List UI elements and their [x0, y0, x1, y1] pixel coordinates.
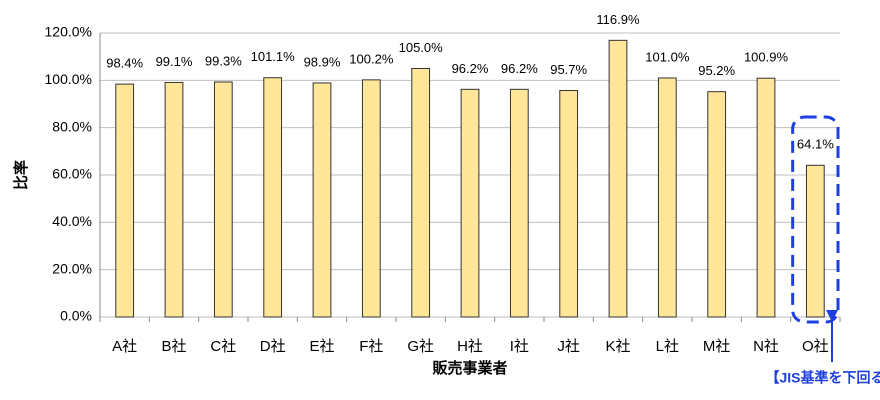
x-tick-label: J社 [557, 338, 580, 355]
value-label: 116.9% [596, 12, 640, 27]
y-tick-label: 40.0% [52, 213, 92, 229]
bar [164, 81, 184, 318]
bar [756, 77, 776, 318]
x-tick-label: M社 [703, 338, 731, 355]
value-label: 101.0% [645, 49, 690, 64]
x-tick-label: B社 [161, 338, 186, 355]
y-tick-label: 60.0% [52, 166, 92, 182]
bar [312, 82, 332, 318]
value-label: 98.4% [106, 56, 143, 71]
highlight-box [791, 115, 840, 324]
x-tick-label: K社 [605, 338, 630, 355]
bar [263, 77, 283, 318]
x-tick-label: H社 [457, 338, 483, 355]
bar [361, 79, 381, 318]
value-label: 96.2% [501, 61, 538, 76]
x-tick-label: N社 [753, 338, 779, 355]
bar [115, 83, 135, 318]
y-tick-label: 80.0% [52, 118, 92, 134]
x-tick-label: E社 [309, 338, 334, 355]
annotation: 【JIS基準を下回る】 [765, 370, 880, 386]
value-label: 99.1% [156, 54, 193, 69]
value-label: 95.2% [698, 63, 735, 78]
bar [805, 164, 825, 318]
bar [657, 77, 677, 318]
y-tick-label: 120.0% [45, 24, 92, 40]
bar [411, 68, 431, 318]
value-label: 101.1% [251, 49, 296, 64]
x-tick-label: D社 [260, 338, 286, 355]
x-tick-label: F社 [359, 338, 383, 355]
x-tick-label: C社 [210, 338, 236, 355]
x-tick-label: G社 [407, 338, 434, 355]
arrow-head [826, 310, 838, 322]
y-tick-label: 20.0% [52, 260, 92, 276]
x-tick-label: I社 [510, 338, 529, 355]
bar [460, 88, 480, 318]
value-label: 64.1% [797, 137, 834, 152]
value-label: 100.9% [744, 50, 789, 65]
value-label: 96.2% [452, 61, 489, 76]
value-label: 95.7% [550, 62, 587, 77]
bar [559, 90, 579, 318]
bar [213, 81, 233, 318]
x-tick-label: A社 [112, 338, 137, 355]
value-label: 100.2% [349, 51, 394, 66]
x-tick-label: O社 [802, 338, 829, 355]
x-axis-label: 販売事業者 [432, 359, 507, 377]
y-axis-label: 比率 [12, 160, 30, 190]
y-tick-label: 100.0% [45, 71, 92, 87]
bar [707, 91, 727, 318]
value-label: 105.0% [399, 40, 444, 55]
value-label: 99.3% [205, 53, 242, 68]
bar [608, 39, 628, 318]
bar [509, 88, 529, 318]
x-tick-label: L社 [656, 338, 679, 355]
y-tick-label: 0.0% [60, 308, 92, 324]
value-label: 98.9% [304, 54, 341, 69]
